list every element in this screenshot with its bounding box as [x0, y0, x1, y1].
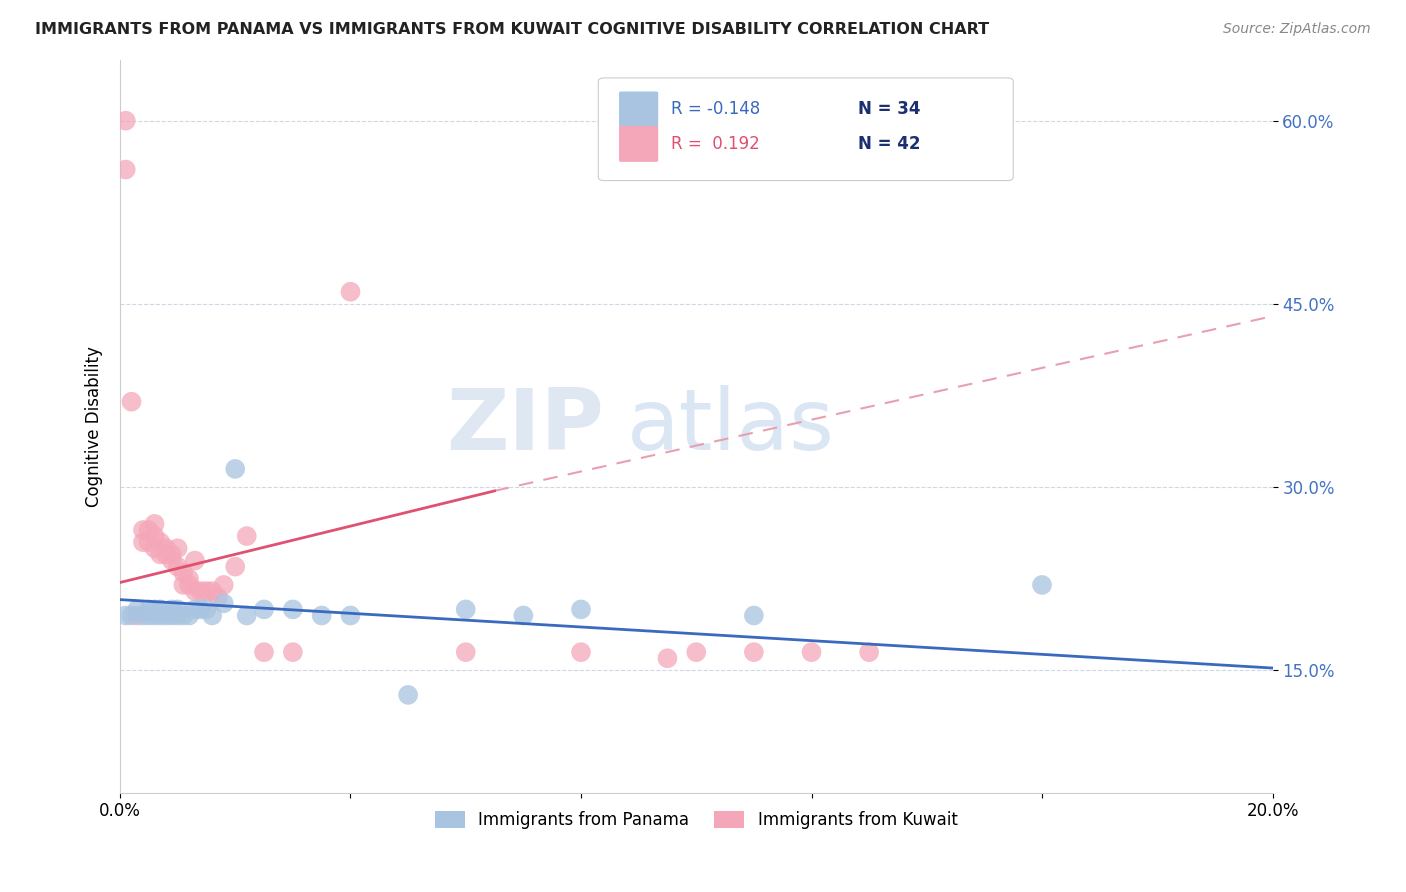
Point: [155, 548, 177, 562]
Point: [396, 688, 419, 702]
Point: [114, 608, 136, 623]
Point: [311, 608, 333, 623]
Point: [800, 645, 823, 659]
Point: [212, 596, 235, 610]
Point: [1031, 578, 1053, 592]
Text: N = 42: N = 42: [858, 135, 920, 153]
Point: [201, 608, 224, 623]
Point: [149, 548, 172, 562]
Y-axis label: Cognitive Disability: Cognitive Disability: [86, 346, 103, 507]
Point: [179, 578, 201, 592]
Point: [184, 602, 207, 616]
Point: [195, 584, 218, 599]
Point: [201, 584, 224, 599]
Point: [190, 602, 212, 616]
Point: [195, 602, 218, 616]
Point: [155, 541, 177, 556]
Point: [172, 608, 194, 623]
Point: [179, 572, 201, 586]
Point: [132, 535, 155, 549]
Point: [143, 541, 166, 556]
Point: [166, 602, 188, 616]
Point: [184, 584, 207, 599]
Point: [657, 651, 679, 665]
Point: [149, 535, 172, 549]
Point: [166, 541, 188, 556]
Point: [127, 608, 149, 623]
Point: [143, 608, 166, 623]
Text: N = 34: N = 34: [858, 101, 920, 119]
Point: [166, 608, 188, 623]
Text: IMMIGRANTS FROM PANAMA VS IMMIGRANTS FROM KUWAIT COGNITIVE DISABILITY CORRELATIO: IMMIGRANTS FROM PANAMA VS IMMIGRANTS FRO…: [35, 22, 990, 37]
Point: [190, 584, 212, 599]
Point: [281, 645, 304, 659]
Point: [143, 529, 166, 543]
Point: [454, 645, 477, 659]
Point: [212, 578, 235, 592]
Point: [235, 608, 257, 623]
Point: [742, 645, 765, 659]
Point: [281, 602, 304, 616]
Point: [685, 645, 707, 659]
Point: [160, 553, 183, 567]
FancyBboxPatch shape: [619, 92, 658, 128]
Point: [166, 559, 188, 574]
Text: R = -0.148: R = -0.148: [671, 101, 761, 119]
Point: [184, 553, 207, 567]
Point: [339, 608, 361, 623]
Point: [224, 462, 246, 476]
Point: [149, 608, 172, 623]
Point: [339, 285, 361, 299]
Legend: Immigrants from Panama, Immigrants from Kuwait: Immigrants from Panama, Immigrants from …: [429, 804, 965, 836]
Point: [207, 590, 229, 604]
Point: [143, 602, 166, 616]
Point: [132, 523, 155, 537]
Point: [235, 529, 257, 543]
Text: R =  0.192: R = 0.192: [671, 135, 759, 153]
Point: [149, 602, 172, 616]
Point: [253, 602, 276, 616]
Point: [160, 602, 183, 616]
Point: [569, 602, 592, 616]
FancyBboxPatch shape: [619, 126, 658, 161]
Point: [132, 608, 155, 623]
Point: [138, 608, 160, 623]
Text: Source: ZipAtlas.com: Source: ZipAtlas.com: [1223, 22, 1371, 37]
Point: [858, 645, 880, 659]
Point: [179, 608, 201, 623]
FancyBboxPatch shape: [599, 78, 1014, 180]
Point: [160, 548, 183, 562]
Point: [138, 535, 160, 549]
Point: [253, 645, 276, 659]
Point: [138, 523, 160, 537]
Point: [138, 602, 160, 616]
Point: [114, 162, 136, 177]
Point: [569, 645, 592, 659]
Point: [143, 516, 166, 531]
Point: [160, 608, 183, 623]
Point: [512, 608, 534, 623]
Text: ZIP: ZIP: [446, 384, 605, 467]
Point: [742, 608, 765, 623]
Point: [155, 608, 177, 623]
Point: [127, 602, 149, 616]
Point: [121, 394, 143, 409]
Text: atlas: atlas: [627, 384, 835, 467]
Point: [121, 608, 143, 623]
Point: [224, 559, 246, 574]
Point: [114, 113, 136, 128]
Point: [454, 602, 477, 616]
Point: [172, 566, 194, 580]
Point: [172, 578, 194, 592]
